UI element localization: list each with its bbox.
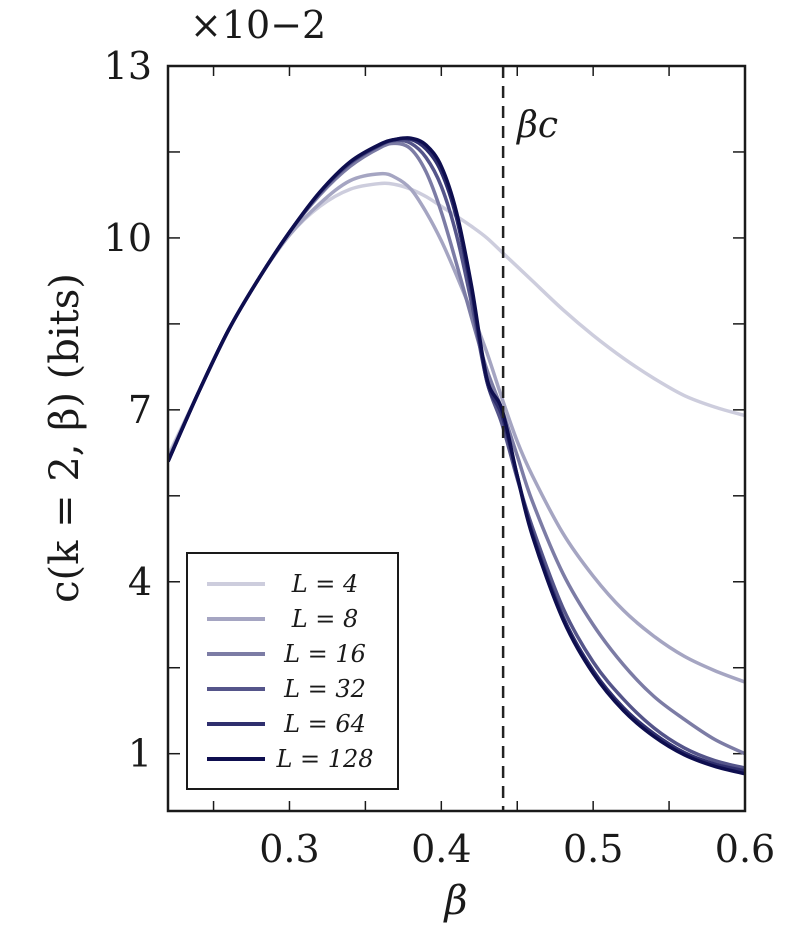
y-tick-label: 10 [104, 216, 152, 260]
y-tick-labels: 1 4 7 10 13 [104, 44, 152, 776]
x-tick-label: 0.5 [563, 827, 623, 871]
y-tick-label: 13 [104, 44, 152, 88]
x-axis-title: β [442, 878, 467, 924]
legend-label: L = 8 [291, 605, 359, 633]
legend-label: L = 16 [283, 640, 366, 668]
x-tick-labels: 0.3 0.4 0.5 0.6 [259, 827, 775, 871]
axis-ticks [168, 65, 746, 811]
y-tick-label: 4 [128, 560, 152, 604]
y-multiplier: ×10−2 [190, 3, 326, 47]
series-lines [168, 136, 745, 776]
y-tick-label: 1 [128, 732, 152, 776]
y-axis-title: c(k = 2, β) (bits) [42, 273, 88, 603]
critical-beta-label: βc [515, 105, 558, 146]
plot-frame [166, 64, 747, 813]
legend-label: L = 4 [291, 570, 359, 598]
legend-label: L = 32 [283, 675, 366, 703]
y-tick-label: 7 [128, 388, 152, 432]
x-tick-label: 0.3 [259, 827, 319, 871]
x-tick-label: 0.6 [715, 827, 775, 871]
legend-label: L = 128 [275, 745, 373, 773]
x-tick-label: 0.4 [411, 827, 471, 871]
legend-box [186, 552, 399, 790]
legend: L = 4 L = 8 L = 16 L = 32 L = 64 L = 128 [186, 552, 399, 790]
series-line [168, 136, 745, 776]
legend-label: L = 64 [283, 710, 366, 738]
